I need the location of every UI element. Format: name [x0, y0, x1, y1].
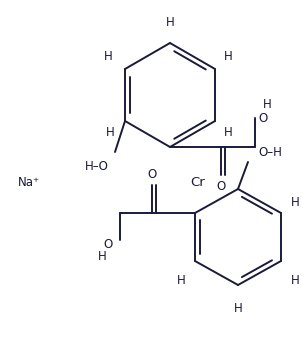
- Text: O: O: [104, 238, 113, 252]
- Text: H: H: [224, 50, 232, 63]
- Text: H: H: [104, 50, 112, 63]
- Text: H: H: [291, 196, 299, 210]
- Text: H: H: [291, 274, 299, 287]
- Text: Cr: Cr: [191, 176, 205, 189]
- Text: O: O: [216, 180, 226, 193]
- Text: H: H: [234, 301, 242, 315]
- Text: O–H: O–H: [258, 146, 282, 159]
- Text: H: H: [177, 274, 185, 287]
- Text: H–O: H–O: [85, 160, 109, 173]
- Text: H: H: [224, 126, 232, 139]
- Text: O: O: [258, 112, 267, 125]
- Text: H: H: [98, 251, 107, 264]
- Text: H: H: [106, 126, 114, 139]
- Text: H: H: [166, 15, 174, 28]
- Text: O: O: [147, 168, 157, 182]
- Text: Na⁺: Na⁺: [18, 176, 40, 189]
- Text: H: H: [263, 98, 272, 112]
